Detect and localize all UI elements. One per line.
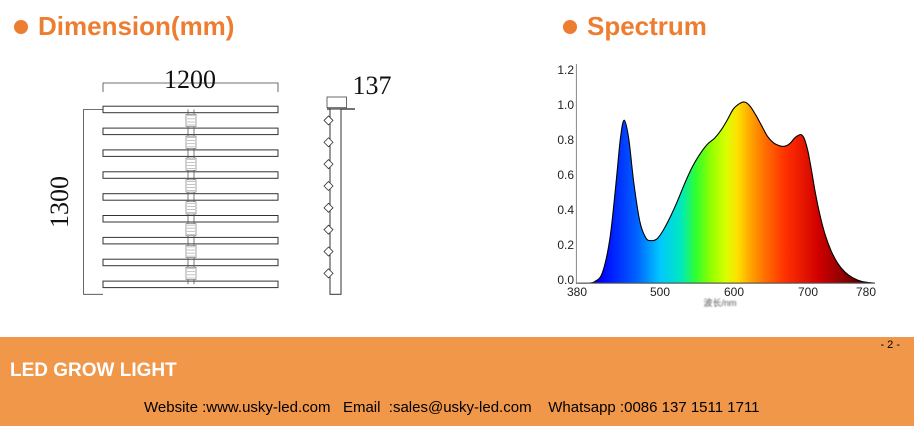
svg-text:137: 137	[353, 71, 392, 100]
svg-text:1300: 1300	[45, 176, 74, 228]
svg-text:1200: 1200	[164, 65, 216, 94]
